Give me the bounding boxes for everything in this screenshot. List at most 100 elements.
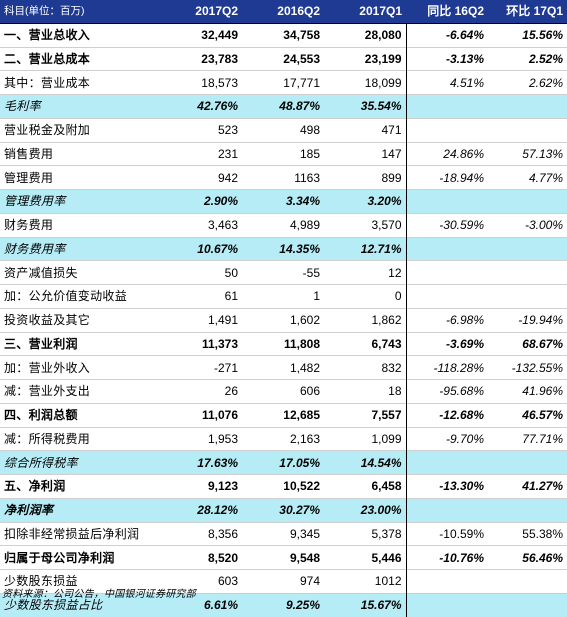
value-2017q1: 18,099: [324, 70, 406, 95]
value-2016q2: 1,482: [242, 355, 324, 380]
value-2017q1: 12: [324, 260, 406, 285]
row-label: 减：营业外支出: [0, 379, 160, 404]
value-2017q1: 35.54%: [324, 94, 406, 119]
table-row: 营业税金及附加 523 498 471: [0, 117, 567, 142]
value-qoq: [488, 117, 567, 142]
value-2017q2: 17.63%: [160, 450, 242, 475]
value-2017q1: 6,743: [324, 331, 406, 356]
value-2017q1: 6,458: [324, 474, 406, 499]
value-2017q1: 3,570: [324, 212, 406, 237]
value-2017q2: 11,076: [160, 402, 242, 427]
table-row: 毛利率 42.76% 48.87% 35.54%: [0, 94, 567, 119]
row-label: 销售费用: [0, 141, 160, 166]
value-yoy: [405, 569, 488, 594]
value-yoy: 24.86%: [405, 141, 488, 166]
table-row: 减：营业外支出 26 606 18 -95.68% 41.96%: [0, 379, 567, 404]
value-yoy: [405, 117, 488, 142]
value-qoq: 4.77%: [488, 165, 567, 190]
value-2017q1: 5,378: [324, 521, 406, 546]
value-qoq: [488, 284, 567, 309]
table-row: 四、利润总额 11,076 12,685 7,557 -12.68% 46.57%: [0, 402, 567, 427]
table-row: 一、营业总收入 32,449 34,758 28,080 -6.64% 15.56%: [0, 22, 567, 47]
value-2017q1: 12.71%: [324, 236, 406, 261]
value-2017q1: 7,557: [324, 402, 406, 427]
value-2017q2: 1,953: [160, 426, 242, 451]
value-yoy: -30.59%: [405, 212, 488, 237]
value-2017q1: 14.54%: [324, 450, 406, 475]
value-yoy: -95.68%: [405, 379, 488, 404]
table-row: 管理费用率 2.90% 3.34% 3.20%: [0, 189, 567, 214]
value-2017q2: 32,449: [160, 22, 242, 47]
table-row: 财务费用率 10.67% 14.35% 12.71%: [0, 236, 567, 261]
value-2017q1: 23,199: [324, 46, 406, 71]
value-2016q2: 9,548: [242, 545, 324, 570]
value-2017q2: 10.67%: [160, 236, 242, 261]
row-label: 投资收益及其它: [0, 307, 160, 332]
row-label: 二、营业总成本: [0, 46, 160, 71]
row-label: 加：公允价值变动收益: [0, 284, 160, 309]
value-yoy: -12.68%: [405, 402, 488, 427]
value-2017q1: 1,862: [324, 307, 406, 332]
value-yoy: -6.64%: [405, 22, 488, 47]
table-row: 净利润率 28.12% 30.27% 23.00%: [0, 497, 567, 522]
value-qoq: 56.46%: [488, 545, 567, 570]
value-qoq: [488, 450, 567, 475]
row-label: 其中：营业成本: [0, 70, 160, 95]
value-yoy: [405, 284, 488, 309]
value-2017q2: 8,520: [160, 545, 242, 570]
value-qoq: 68.67%: [488, 331, 567, 356]
value-2016q2: 498: [242, 117, 324, 142]
value-2017q1: 1,099: [324, 426, 406, 451]
value-qoq: [488, 497, 567, 522]
table-row: 三、营业利润 11,373 11,808 6,743 -3.69% 68.67%: [0, 331, 567, 356]
table-row: 少数股东损益 603 974 1012: [0, 569, 567, 594]
row-label: 三、营业利润: [0, 331, 160, 356]
value-2017q1: 18: [324, 379, 406, 404]
value-2017q1: 28,080: [324, 22, 406, 47]
value-qoq: 2.62%: [488, 70, 567, 95]
value-qoq: 2.52%: [488, 46, 567, 71]
row-label: 综合所得税率: [0, 450, 160, 475]
value-qoq: 46.57%: [488, 402, 567, 427]
value-2016q2: 17.05%: [242, 450, 324, 475]
value-2017q2: -271: [160, 355, 242, 380]
header-label: 科目(单位：百万): [0, 0, 160, 24]
value-yoy: -10.76%: [405, 545, 488, 570]
table-row: 管理费用 942 1163 899 -18.94% 4.77%: [0, 165, 567, 190]
row-label: 净利润率: [0, 497, 160, 522]
header-col-qoq: 环比 17Q1: [488, 0, 567, 24]
value-2017q2: 26: [160, 379, 242, 404]
table-row: 五、净利润 9,123 10,522 6,458 -13.30% 41.27%: [0, 474, 567, 499]
row-label: 扣除非经常损益后净利润: [0, 521, 160, 546]
value-yoy: [405, 189, 488, 214]
value-yoy: -6.98%: [405, 307, 488, 332]
value-2016q2: 1,602: [242, 307, 324, 332]
value-yoy: -3.69%: [405, 331, 488, 356]
row-label: 管理费用: [0, 165, 160, 190]
table-row: 减：所得税费用 1,953 2,163 1,099 -9.70% 77.71%: [0, 426, 567, 451]
header-col-2017q1: 2017Q1: [324, 0, 406, 24]
value-2016q2: 34,758: [242, 22, 324, 47]
value-2016q2: 12,685: [242, 402, 324, 427]
value-2017q2: 603: [160, 569, 242, 594]
value-2016q2: 1163: [242, 165, 324, 190]
value-2017q2: 942: [160, 165, 242, 190]
value-2017q1: 1012: [324, 569, 406, 594]
value-qoq: 57.13%: [488, 141, 567, 166]
value-2017q2: 1,491: [160, 307, 242, 332]
value-yoy: -9.70%: [405, 426, 488, 451]
value-2017q2: 2.90%: [160, 189, 242, 214]
value-yoy: -18.94%: [405, 165, 488, 190]
value-2017q2: 42.76%: [160, 94, 242, 119]
value-qoq: 77.71%: [488, 426, 567, 451]
row-label: 加：营业外收入: [0, 355, 160, 380]
header-col-2017q2: 2017Q2: [160, 0, 242, 24]
value-2016q2: 30.27%: [242, 497, 324, 522]
value-2017q2: 11,373: [160, 331, 242, 356]
row-label: 资产减值损失: [0, 260, 160, 285]
row-label: 毛利率: [0, 94, 160, 119]
value-2016q2: 17,771: [242, 70, 324, 95]
value-yoy: [405, 260, 488, 285]
value-yoy: -10.59%: [405, 521, 488, 546]
